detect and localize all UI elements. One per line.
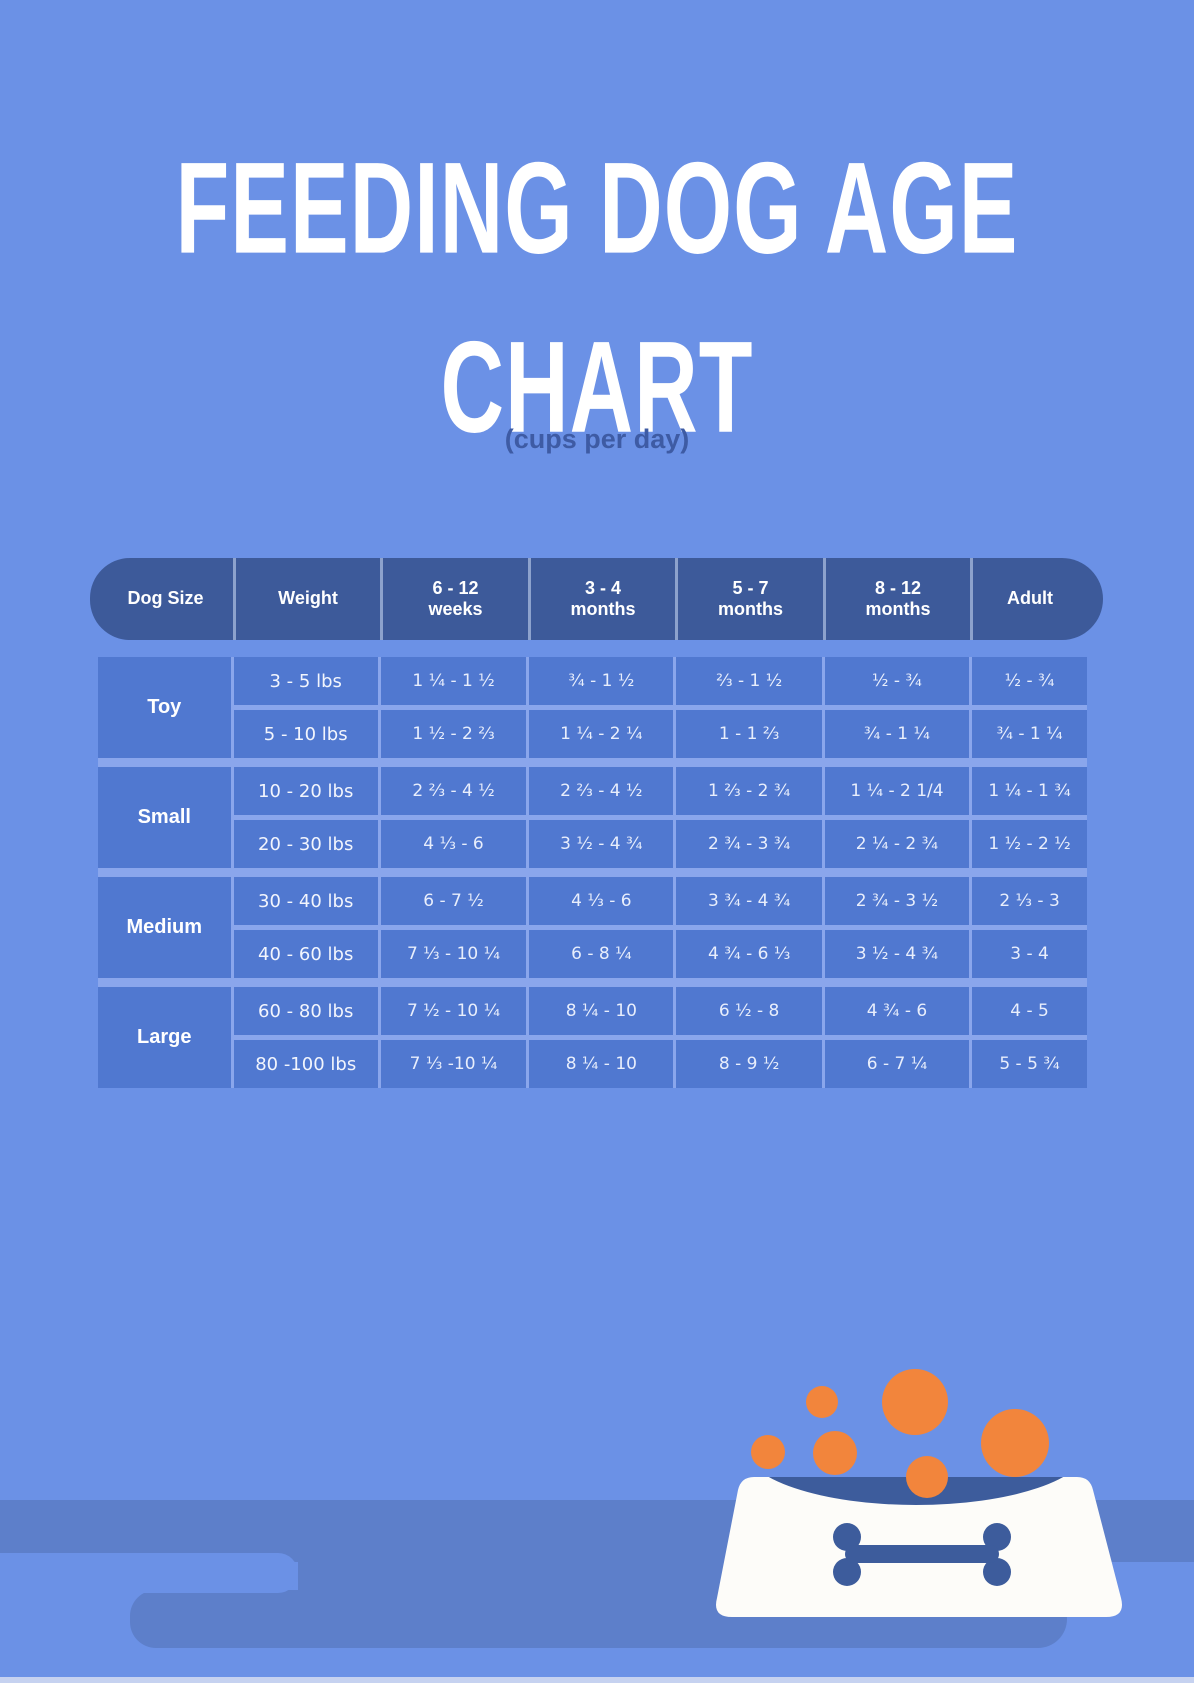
value-cell: 2 ⅓ - 3: [972, 877, 1087, 925]
floor-band-notch: [0, 1553, 298, 1593]
value-cell: 4 - 5: [972, 987, 1087, 1035]
weight-cell: 5 - 10 lbs: [233, 710, 378, 758]
floor-band-lower: [130, 1590, 1067, 1648]
dog-size-cell: Toy: [98, 657, 231, 758]
value-cell: 7 ⅓ - 10 ¼: [380, 930, 527, 978]
page-title-line1: FEEDING DOG AGE: [175, 134, 1019, 281]
value-cell: 3 ½ - 4 ¾: [529, 820, 674, 868]
value-cell: 4 ⅓ - 6: [529, 877, 674, 925]
value-cell: 7 ⅓ -10 ¼: [380, 1040, 527, 1088]
kibble-icon: [906, 1456, 948, 1498]
column-header-3-4-months: 3 - 4 months: [528, 558, 675, 640]
kibble-icon: [806, 1386, 838, 1418]
value-cell: ½ - ¾: [972, 657, 1087, 705]
value-cell: 1 ¼ - 2 1/4: [824, 767, 970, 815]
kibble-icon: [813, 1431, 857, 1475]
value-cell: ¾ - 1 ½: [529, 657, 674, 705]
weight-cell: 10 - 20 lbs: [233, 767, 378, 815]
value-cell: 5 - 5 ¾: [972, 1040, 1087, 1088]
value-cell: 1 ½ - 2 ½: [972, 820, 1087, 868]
value-cell: 2 ¾ - 3 ¾: [676, 820, 822, 868]
value-cell: 3 - 4: [972, 930, 1087, 978]
dog-size-cell: Small: [98, 767, 231, 868]
weight-cell: 40 - 60 lbs: [233, 930, 378, 978]
column-header-adult: Adult: [970, 558, 1087, 640]
value-cell: 2 ⅔ - 4 ½: [529, 767, 674, 815]
value-cell: 1 ¼ - 2 ¼: [529, 710, 674, 758]
value-cell: ⅔ - 1 ½: [676, 657, 822, 705]
value-cell: 8 ¼ - 10: [529, 1040, 674, 1088]
weight-cell: 20 - 30 lbs: [233, 820, 378, 868]
value-cell: 6 - 7 ¼: [824, 1040, 970, 1088]
value-cell: 4 ¾ - 6 ⅓: [676, 930, 822, 978]
value-cell: 1 ⅔ - 2 ¾: [676, 767, 822, 815]
value-cell: 2 ⅔ - 4 ½: [380, 767, 527, 815]
value-cell: ½ - ¾: [824, 657, 970, 705]
value-cell: 3 ½ - 4 ¾: [824, 930, 970, 978]
value-cell: 8 ¼ - 10: [529, 987, 674, 1035]
value-cell: 1 ¼ - 1 ½: [380, 657, 527, 705]
value-cell: ¾ - 1 ¼: [824, 710, 970, 758]
value-cell: 3 ¾ - 4 ¾: [676, 877, 822, 925]
page-subtitle: (cups per day): [504, 424, 690, 454]
kibble-icon: [751, 1435, 785, 1469]
value-cell: 4 ¾ - 6: [824, 987, 970, 1035]
weight-cell: 30 - 40 lbs: [233, 877, 378, 925]
value-cell: 1 ¼ - 1 ¾: [972, 767, 1087, 815]
column-header-dog-size: Dog Size: [127, 588, 204, 609]
column-header-5-7-months: 5 - 7 months: [675, 558, 823, 640]
dog-size-cell: Large: [98, 987, 231, 1088]
value-cell: 4 ⅓ - 6: [380, 820, 527, 868]
value-cell: 1 ½ - 2 ⅔: [380, 710, 527, 758]
table-header-row: Dog Size Weight 6 - 12 weeks 3 - 4 month…: [90, 558, 1103, 640]
weight-cell: 3 - 5 lbs: [233, 657, 378, 705]
value-cell: 2 ¼ - 2 ¾: [824, 820, 970, 868]
weight-cell: 60 - 80 lbs: [233, 987, 378, 1035]
value-cell: 1 - 1 ⅔: [676, 710, 822, 758]
value-cell: 2 ¾ - 3 ½: [824, 877, 970, 925]
dog-size-cell: Medium: [98, 877, 231, 978]
value-cell: 7 ½ - 10 ¼: [380, 987, 527, 1035]
value-cell: 8 - 9 ½: [676, 1040, 822, 1088]
column-header-6-12-weeks: 6 - 12 weeks: [380, 558, 528, 640]
bottom-edge-strip: [0, 1677, 1194, 1683]
kibble-icon: [981, 1409, 1049, 1477]
column-header-8-12-months: 8 - 12 months: [823, 558, 970, 640]
value-cell: 6 - 8 ¼: [529, 930, 674, 978]
value-cell: 6 - 7 ½: [380, 877, 527, 925]
kibble-icon: [882, 1369, 948, 1435]
page-title: FEEDING DOG AGE CHART: [0, 118, 1194, 477]
value-cell: 6 ½ - 8: [676, 987, 822, 1035]
value-cell: ¾ - 1 ¼: [972, 710, 1087, 758]
bowl-opening-icon: [744, 1477, 1088, 1505]
column-header-weight: Weight: [233, 558, 380, 640]
page-title-line2: CHART: [440, 314, 754, 461]
weight-cell: 80 -100 lbs: [233, 1040, 378, 1088]
